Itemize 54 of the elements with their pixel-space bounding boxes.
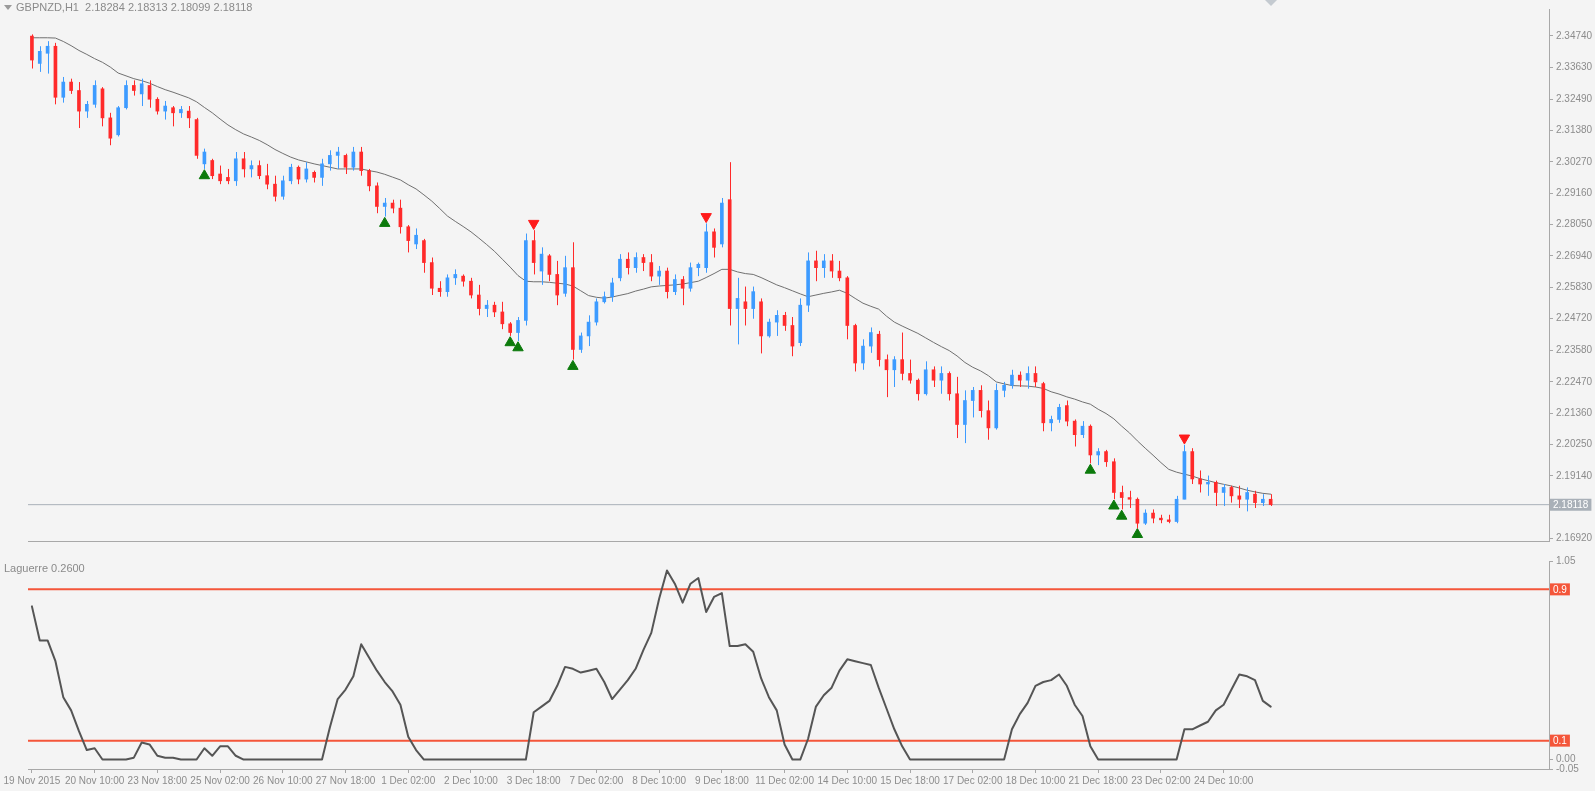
point xyxy=(379,216,391,227)
y-tick-label: 2.32490 xyxy=(1556,93,1593,105)
x-tick-label: 17 Dec 02:00 xyxy=(942,774,1003,786)
y-tick-label: -0.05 xyxy=(1556,762,1580,774)
y-tick-label: 2.29160 xyxy=(1556,186,1593,198)
y-tick-label: 2.25830 xyxy=(1556,280,1593,292)
y-tick-label: 2.23580 xyxy=(1556,344,1593,356)
point xyxy=(1116,509,1128,520)
y-tick-label: 2.22470 xyxy=(1556,375,1593,387)
x-tick-label: 19 Nov 2015 xyxy=(3,774,61,786)
x-tick-label: 8 Dec 10:00 xyxy=(632,774,687,786)
x-tick-label: 27 Nov 18:00 xyxy=(315,774,376,786)
point xyxy=(1131,528,1144,539)
x-tick-label: 9 Dec 18:00 xyxy=(694,774,750,786)
ref-line-label: 0.1 xyxy=(1553,734,1568,746)
y-tick-label: 2.34740 xyxy=(1556,29,1593,41)
chart-title: GBPNZD,H1 2.18284 2.18313 2.18099 2.18118 xyxy=(16,1,253,14)
x-tick-label: 15 Dec 18:00 xyxy=(880,774,941,786)
x-tick-label: 26 Nov 10:00 xyxy=(253,774,313,786)
point xyxy=(512,341,524,352)
point xyxy=(198,169,211,180)
x-tick-label: 23 Dec 02:00 xyxy=(1131,774,1192,786)
x-tick-label: 20 Nov 10:00 xyxy=(64,774,125,786)
x-tick-label: 7 Dec 02:00 xyxy=(569,774,624,786)
x-tick-label: 11 Dec 02:00 xyxy=(755,774,815,786)
candlestick xyxy=(265,163,269,190)
y-tick-label: 2.31380 xyxy=(1556,124,1593,136)
ref-line-label: 0.9 xyxy=(1553,583,1568,595)
x-tick-label: 24 Dec 10:00 xyxy=(1193,774,1254,786)
x-tick-label: 14 Dec 10:00 xyxy=(817,774,878,786)
x-tick-label: 21 Dec 18:00 xyxy=(1068,774,1129,786)
y-tick-label: 2.21360 xyxy=(1556,406,1593,418)
y-tick-label: 2.20250 xyxy=(1556,438,1593,450)
y-tick-label: 1.05 xyxy=(1556,554,1576,566)
x-tick-label: 23 Nov 18:00 xyxy=(127,774,188,786)
y-tick-label: 2.19140 xyxy=(1556,469,1593,481)
x-tick-label: 18 Dec 10:00 xyxy=(1005,774,1066,786)
point xyxy=(504,336,516,347)
point xyxy=(1084,463,1097,474)
y-tick-label: 2.33630 xyxy=(1556,60,1593,72)
x-tick-label: 2 Dec 10:00 xyxy=(444,774,499,786)
y-tick-label: 2.30270 xyxy=(1556,155,1593,167)
point xyxy=(1108,499,1120,510)
x-tick-label: 3 Dec 18:00 xyxy=(506,774,562,786)
chart-title: Laguerre 0.2600 xyxy=(4,562,85,575)
x-tick-label: 25 Nov 02:00 xyxy=(190,774,251,786)
point xyxy=(567,359,579,370)
y-tick-label: 2.26940 xyxy=(1556,249,1593,261)
y-tick-label: 2.16920 xyxy=(1556,532,1593,544)
x-tick-label: 1 Dec 02:00 xyxy=(381,774,436,786)
y-tick-label: 0.00 xyxy=(1556,753,1576,765)
y-tick-label: 2.28050 xyxy=(1556,218,1593,230)
ref-line-label: 2.18118 xyxy=(1553,498,1589,510)
y-tick-label: 2.24720 xyxy=(1556,312,1593,324)
